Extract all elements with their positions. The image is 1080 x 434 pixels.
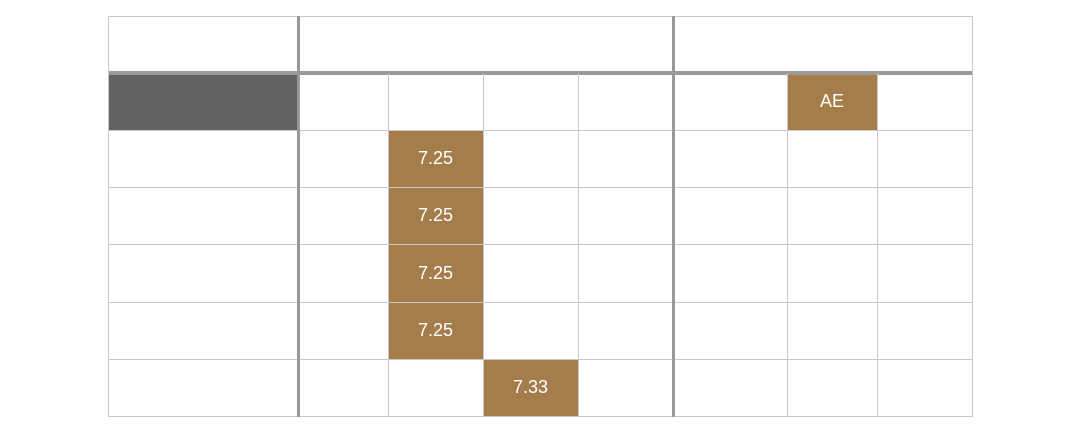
row-line-2 [108,130,973,131]
row-line-0 [108,16,973,17]
row-line-4 [108,244,973,245]
highlighted-cell-r5-c2: 7.25 [388,302,483,359]
highlighted-cell-r2-c2: 7.25 [388,130,483,187]
highlighted-cell-r4-c2: 7.25 [388,244,483,302]
column-line-7 [877,73,878,417]
row-line-6 [108,359,973,360]
row-header-dark-cell [108,73,298,130]
column-line-8 [972,16,973,417]
highlighted-cell-r3-c2: 7.25 [388,187,483,244]
column-line-3 [483,73,484,417]
row-line-3 [108,187,973,188]
header-divider-line [108,71,973,75]
row-line-5 [108,302,973,303]
row-line-7 [108,416,973,417]
column-line-2 [388,73,389,417]
column-line-0 [108,16,109,417]
column-line-6 [787,73,788,417]
column-line-4 [578,73,579,417]
group-divider-line-5 [672,16,675,417]
highlighted-cell-r1-c6: AE [787,73,877,130]
highlighted-cell-r6-c3: 7.33 [483,359,578,416]
group-divider-line-1 [297,16,300,417]
